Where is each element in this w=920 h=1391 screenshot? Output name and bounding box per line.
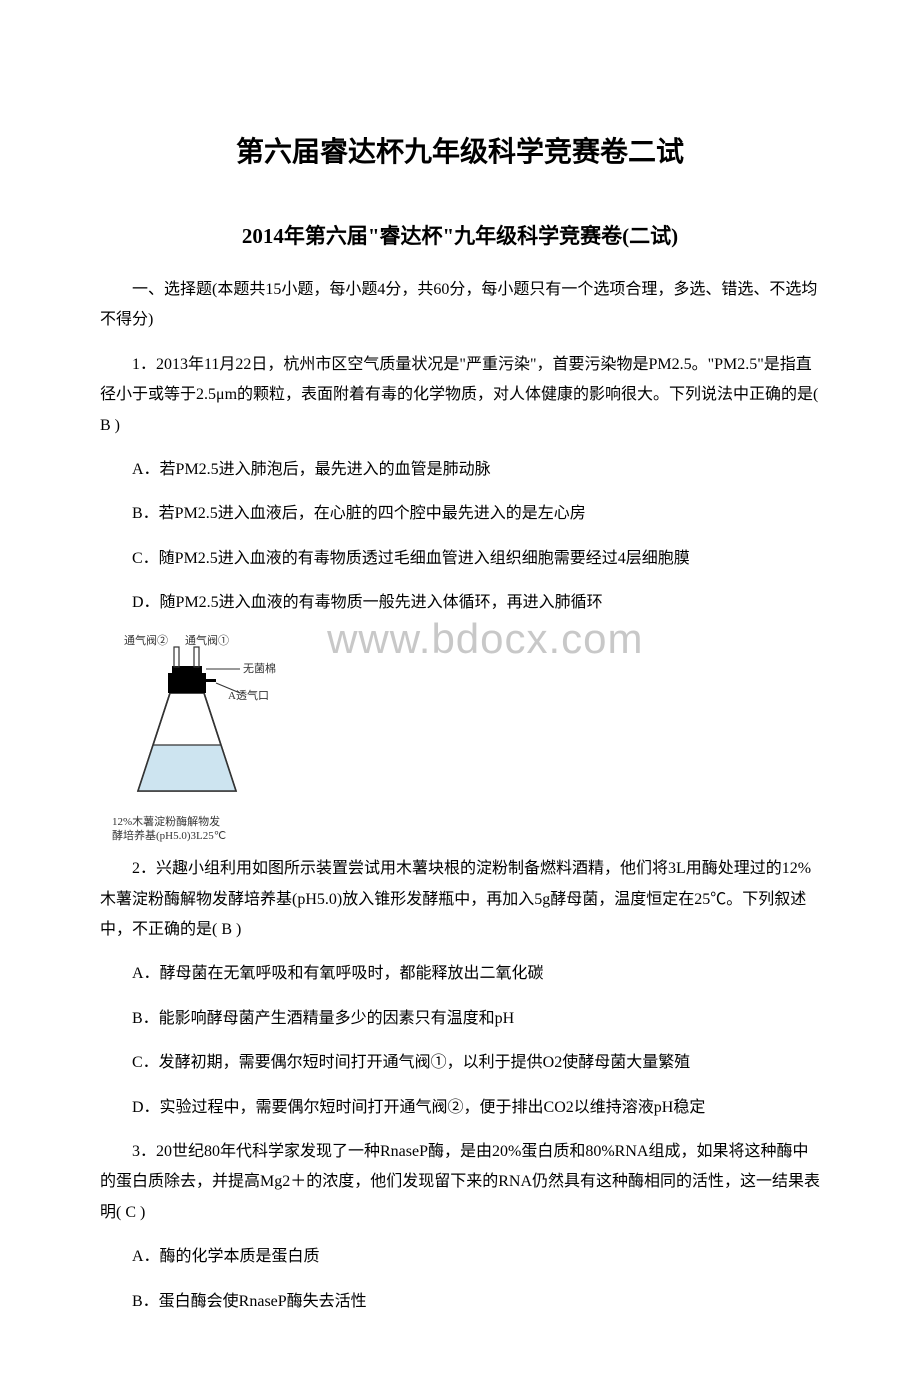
q2-option-b: B．能影响酵母菌产生酒精量多少的因素只有温度和pH	[100, 1004, 820, 1034]
q1-option-d: D．随PM2.5进入血液的有毒物质一般先进入体循环，再进入肺循环	[100, 588, 820, 618]
q3-option-a: A．酶的化学本质是蛋白质	[100, 1242, 820, 1272]
q2-stem: 2．兴趣小组利用如图所示装置尝试用木薯块根的淀粉制备燃料酒精，他们将3L用酶处理…	[100, 854, 820, 945]
label-airhole: A透气口	[228, 688, 269, 702]
page-title: 第六届睿达杯九年级科学竞赛卷二试	[100, 130, 820, 170]
q1-stem: 1．2013年11月22日，杭州市区空气质量状况是"严重污染"，首要污染物是PM…	[100, 350, 820, 441]
label-valve2: 通气阀②	[124, 633, 168, 647]
q2-figure: 通气阀② 通气阀① 无菌棉 A透气口 12%木薯淀粉酶解物发 酵培养基(pH5.…	[110, 633, 820, 845]
label-valve1: 通气阀①	[185, 633, 229, 647]
q2-option-d: D．实验过程中，需要偶尔短时间打开通气阀②，便于排出CO2以维持溶液pH稳定	[100, 1093, 820, 1123]
section-instructions: 一、选择题(本题共15小题，每小题4分，共60分，每小题只有一个选项合理，多选、…	[100, 275, 820, 336]
q1-option-b: B．若PM2.5进入血液后，在心脏的四个腔中最先进入的是左心房	[100, 499, 820, 529]
page-subtitle: 2014年第六届"睿达杯"九年级科学竞赛卷(二试)	[100, 220, 820, 250]
q1-option-a: A．若PM2.5进入肺泡后，最先进入的血管是肺动脉	[100, 455, 820, 485]
q2-option-a: A．酵母菌在无氧呼吸和有氧呼吸时，都能释放出二氧化碳	[100, 959, 820, 989]
q2-option-c: C．发酵初期，需要偶尔短时间打开通气阀①，以利于提供O2使酵母菌大量繁殖	[100, 1048, 820, 1078]
label-cotton: 无菌棉	[243, 661, 276, 675]
q1-option-c: C．随PM2.5进入血液的有毒物质透过毛细血管进入组织细胞需要经过4层细胞膜	[100, 544, 820, 574]
q3-stem: 3．20世纪80年代科学家发现了一种RnaseP酶，是由20%蛋白质和80%RN…	[100, 1137, 820, 1228]
flask-diagram: 通气阀② 通气阀① 无菌棉 A透气口	[110, 633, 340, 813]
figure-caption: 12%木薯淀粉酶解物发 酵培养基(pH5.0)3L25℃	[112, 815, 820, 845]
